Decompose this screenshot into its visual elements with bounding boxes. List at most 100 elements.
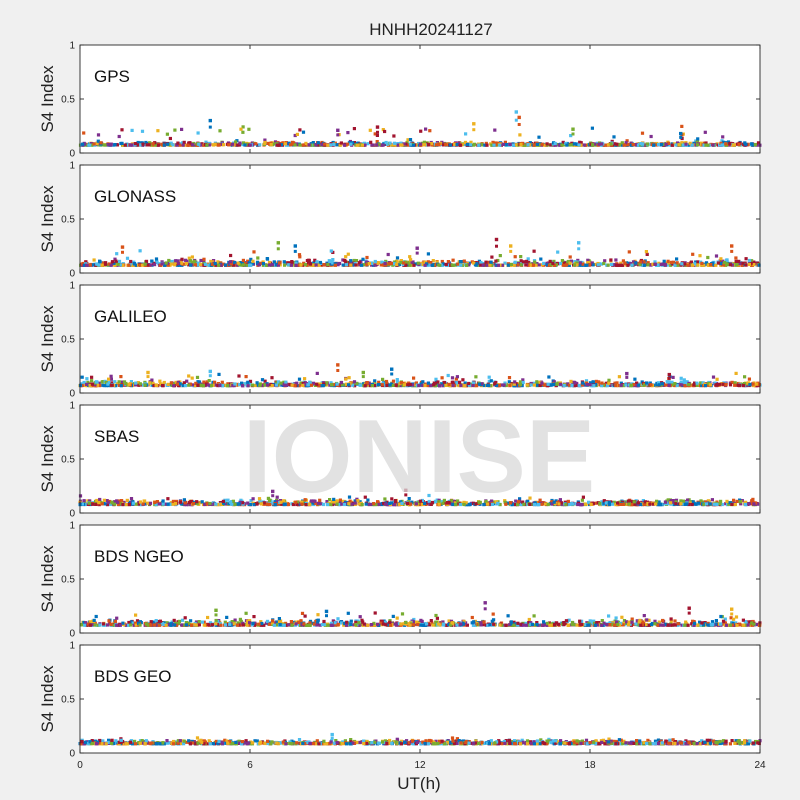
data-point bbox=[680, 383, 684, 387]
data-point bbox=[548, 143, 552, 147]
data-point bbox=[649, 134, 653, 139]
data-point bbox=[249, 257, 253, 261]
data-point bbox=[747, 502, 751, 506]
data-point bbox=[718, 382, 722, 386]
data-point bbox=[514, 382, 518, 386]
data-point bbox=[706, 503, 710, 507]
data-point bbox=[155, 500, 159, 504]
data-point bbox=[166, 142, 170, 146]
data-point bbox=[642, 263, 647, 267]
data-point-spike bbox=[361, 370, 365, 375]
data-point bbox=[218, 129, 222, 133]
data-point bbox=[370, 384, 374, 388]
data-point bbox=[684, 142, 688, 146]
data-point bbox=[405, 501, 410, 505]
data-point bbox=[90, 375, 94, 379]
data-point bbox=[711, 375, 716, 379]
data-point bbox=[109, 374, 113, 378]
data-point bbox=[205, 380, 209, 384]
data-point bbox=[259, 623, 263, 627]
data-point bbox=[731, 143, 735, 147]
data-point bbox=[375, 261, 379, 265]
data-point bbox=[360, 503, 364, 507]
data-point bbox=[669, 619, 673, 623]
data-point bbox=[437, 263, 441, 267]
data-point bbox=[534, 263, 539, 267]
data-point bbox=[752, 263, 756, 267]
data-point bbox=[196, 383, 200, 387]
data-point bbox=[528, 141, 532, 145]
data-point bbox=[333, 263, 337, 267]
data-point bbox=[314, 263, 318, 267]
data-point bbox=[293, 133, 297, 138]
data-point bbox=[699, 381, 703, 385]
data-point bbox=[223, 502, 227, 506]
data-point bbox=[304, 141, 308, 145]
data-point bbox=[272, 142, 276, 146]
data-point bbox=[408, 255, 412, 259]
data-point bbox=[241, 125, 245, 129]
data-point bbox=[449, 499, 454, 503]
data-point bbox=[594, 379, 598, 383]
data-point bbox=[208, 501, 212, 506]
data-point bbox=[233, 382, 237, 386]
data-point bbox=[370, 143, 374, 147]
data-point bbox=[528, 496, 532, 500]
data-point bbox=[680, 143, 684, 147]
data-point bbox=[598, 501, 602, 505]
data-point bbox=[423, 501, 427, 506]
data-point bbox=[619, 502, 623, 506]
data-point bbox=[181, 143, 185, 147]
data-point bbox=[226, 498, 230, 502]
data-point bbox=[121, 143, 125, 147]
data-point bbox=[442, 498, 446, 502]
data-point bbox=[222, 501, 226, 505]
data-point bbox=[446, 501, 450, 505]
data-point bbox=[757, 263, 761, 267]
data-point-spike bbox=[120, 245, 125, 249]
data-point bbox=[449, 502, 453, 506]
data-point bbox=[251, 259, 255, 263]
data-point bbox=[584, 379, 589, 383]
data-point bbox=[714, 383, 718, 387]
data-point bbox=[440, 259, 444, 264]
data-point bbox=[404, 493, 408, 497]
data-point bbox=[388, 619, 392, 623]
data-point bbox=[484, 260, 488, 264]
data-point bbox=[375, 143, 379, 147]
data-point bbox=[384, 259, 388, 263]
data-point bbox=[98, 384, 102, 388]
data-point bbox=[185, 259, 189, 263]
data-point bbox=[380, 260, 384, 264]
data-point bbox=[489, 260, 493, 264]
data-point bbox=[344, 260, 348, 264]
data-point bbox=[190, 383, 195, 387]
data-point bbox=[467, 261, 471, 265]
data-point bbox=[82, 499, 86, 503]
data-point bbox=[387, 501, 391, 505]
data-point bbox=[514, 503, 518, 507]
data-point bbox=[172, 618, 176, 622]
data-point bbox=[214, 263, 218, 267]
y-tick-label: 0 bbox=[69, 509, 75, 520]
data-point bbox=[397, 502, 401, 507]
data-point bbox=[328, 260, 332, 264]
data-point bbox=[207, 379, 211, 383]
data-point bbox=[633, 502, 637, 506]
data-point bbox=[162, 143, 166, 147]
data-point bbox=[662, 259, 666, 263]
data-point bbox=[108, 502, 112, 506]
data-point bbox=[593, 142, 597, 146]
data-point bbox=[261, 262, 265, 266]
data-point bbox=[308, 380, 312, 384]
data-point bbox=[316, 143, 320, 147]
data-point bbox=[268, 502, 272, 507]
y-tick-label: 0 bbox=[69, 269, 75, 280]
data-point bbox=[569, 134, 573, 138]
data-point bbox=[714, 254, 719, 258]
data-point bbox=[748, 383, 752, 387]
data-point bbox=[703, 384, 708, 388]
data-point bbox=[613, 263, 617, 267]
data-point bbox=[148, 143, 152, 147]
data-point-spike bbox=[517, 115, 521, 120]
